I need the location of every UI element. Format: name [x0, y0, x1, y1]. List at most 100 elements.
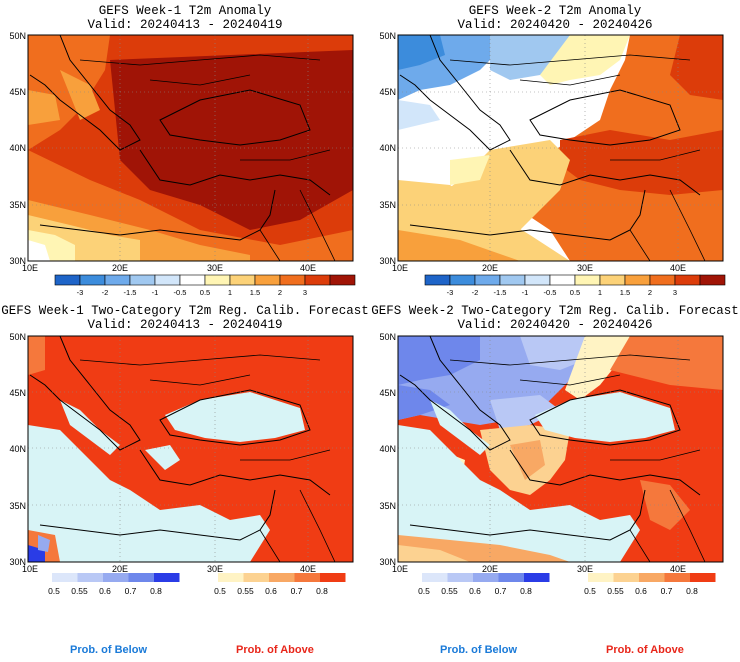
anomaly-map-week2: 50N 45N 40N 35N 30N 10E 20E 30E 40E	[379, 31, 724, 273]
prob-below-tick-label: 0.6	[99, 586, 111, 596]
panel-week1-probability: GEFS Week-1 Two-Category T2m Reg. Calib.…	[0, 300, 370, 662]
prob-below-tick-label: 0.55	[71, 586, 88, 596]
colorbar-swatch	[699, 274, 726, 286]
lat-label: 30N	[379, 557, 396, 567]
colorbar-tick-label: 3	[303, 288, 307, 297]
lat-label: 40N	[379, 444, 396, 454]
prob-below-swatch	[77, 573, 103, 582]
lat-label: 40N	[9, 143, 26, 153]
colorbar-swatch	[204, 274, 231, 286]
lat-label: 50N	[9, 31, 26, 41]
prob-below-tick-label: 0.5	[418, 586, 430, 596]
lat-label: 35N	[9, 501, 26, 511]
lon-label: 30E	[577, 564, 593, 574]
prob-above-swatch	[218, 573, 244, 582]
lon-label: 10E	[22, 564, 38, 574]
lat-label: 30N	[9, 256, 26, 266]
colorbar-tick-label: -1.5	[494, 288, 507, 297]
prob-above-swatch	[320, 573, 346, 582]
colorbar-tick-label: -2	[472, 288, 479, 297]
colorbar-swatch	[649, 274, 676, 286]
lat-label: 45N	[379, 87, 396, 97]
colorbar-tick-label: 1.5	[250, 288, 260, 297]
prob-below-swatch	[498, 573, 524, 582]
lat-label: 45N	[9, 388, 26, 398]
prob-above-swatch	[664, 573, 690, 582]
lat-label: 30N	[379, 256, 396, 266]
lon-label: 40E	[300, 564, 316, 574]
colorbar-tick-label: 1	[598, 288, 602, 297]
colorbar-tick-label: 2	[648, 288, 652, 297]
probability-map-week2: 50N 45N 40N 35N 30N 10E 20E 30E 40E	[379, 332, 724, 574]
prob-above-label: Prob. of Above	[236, 644, 314, 656]
lon-label: 10E	[22, 263, 38, 273]
colorbar-swatch	[279, 274, 306, 286]
probability-colorbars: 0.5 0.55 0.6 0.7 0.8 0.5 0.55 0.6 0.7 0.8	[418, 573, 716, 596]
colorbar-tick-label: -2	[102, 288, 109, 297]
panel-title: GEFS Week-2 T2m Anomaly	[468, 4, 642, 18]
prob-above-tick-label: 0.5	[214, 586, 226, 596]
colorbar-tick-label: -1	[152, 288, 159, 297]
prob-above-swatch	[613, 573, 639, 582]
prob-below-swatch	[128, 573, 154, 582]
colorbar-swatch	[179, 274, 206, 286]
prob-above-tick-label: 0.55	[237, 586, 254, 596]
prob-above-tick-label: 0.6	[265, 586, 277, 596]
colorbar-swatch	[54, 274, 81, 286]
prob-below-swatch	[524, 573, 550, 582]
panel-week2-anomaly: GEFS Week-2 T2m Anomaly Valid: 20240420 …	[370, 0, 740, 300]
colorbar-tick-label: -3	[77, 288, 84, 297]
prob-above-tick-label: 0.7	[291, 586, 303, 596]
colorbar-swatch	[424, 274, 451, 286]
prob-above-label: Prob. of Above	[606, 644, 684, 656]
panel-title: GEFS Week-1 T2m Anomaly	[98, 4, 272, 18]
colorbar-swatch	[599, 274, 626, 286]
prob-below-swatch	[52, 573, 78, 582]
prob-below-swatch	[154, 573, 180, 582]
lat-label: 50N	[379, 31, 396, 41]
colorbar-swatch	[154, 274, 181, 286]
lon-label: 30E	[577, 263, 593, 273]
colorbar-swatch	[104, 274, 131, 286]
colorbar-tick-label: 3	[673, 288, 677, 297]
lon-label: 30E	[207, 263, 223, 273]
colorbar-tick-label: 1.5	[620, 288, 630, 297]
lat-label: 35N	[379, 200, 396, 210]
lon-label: 40E	[300, 263, 316, 273]
colorbar-tick-label: 0.5	[200, 288, 210, 297]
prob-below-tick-label: 0.7	[125, 586, 137, 596]
prob-above-tick-label: 0.6	[635, 586, 647, 596]
prob-below-label: Prob. of Below	[440, 644, 517, 656]
colorbar-swatch	[254, 274, 281, 286]
lat-label: 30N	[9, 557, 26, 567]
prob-below-swatch	[422, 573, 448, 582]
lon-label: 40E	[670, 263, 686, 273]
prob-above-tick-label: 0.5	[584, 586, 596, 596]
prob-below-tick-label: 0.7	[495, 586, 507, 596]
prob-above-swatch	[639, 573, 665, 582]
lat-label: 35N	[379, 501, 396, 511]
lon-label: 40E	[670, 564, 686, 574]
panel-week1-anomaly: GEFS Week-1 T2m Anomaly Valid: 20240413 …	[0, 0, 370, 300]
colorbar-tick-label: -1	[522, 288, 529, 297]
prob-below-label: Prob. of Below	[70, 644, 147, 656]
prob-above-tick-label: 0.8	[316, 586, 328, 596]
anomaly-map-week1: 50N 45N 40N 35N 30N 10E 20E 30E 40E	[9, 31, 354, 273]
prob-below-tick-label: 0.6	[469, 586, 481, 596]
colorbar-swatch	[79, 274, 106, 286]
lon-label: 20E	[482, 263, 498, 273]
panel-valid-dates: Valid: 20240420 - 20240426	[457, 18, 653, 32]
colorbar-tick-label: -0.5	[544, 288, 557, 297]
lat-label: 45N	[9, 87, 26, 97]
anomaly-colorbar: -3 -2 -1.5 -1 -0.5 0.5 1 1.5 2 3	[424, 274, 726, 297]
lon-label: 10E	[392, 263, 408, 273]
colorbar-tick-label: 0.5	[570, 288, 580, 297]
anomaly-colorbar: -3 -2 -1.5 -1 -0.5 0.5 1 1.5 2 3	[54, 274, 356, 297]
prob-below-tick-label: 0.5	[48, 586, 60, 596]
panel-valid-dates: Valid: 20240413 - 20240419	[87, 318, 283, 332]
prob-above-swatch	[269, 573, 295, 582]
prob-below-swatch	[473, 573, 499, 582]
colorbar-swatch	[524, 274, 551, 286]
prob-below-swatch	[447, 573, 473, 582]
panel-valid-dates: Valid: 20240413 - 20240419	[87, 18, 283, 32]
